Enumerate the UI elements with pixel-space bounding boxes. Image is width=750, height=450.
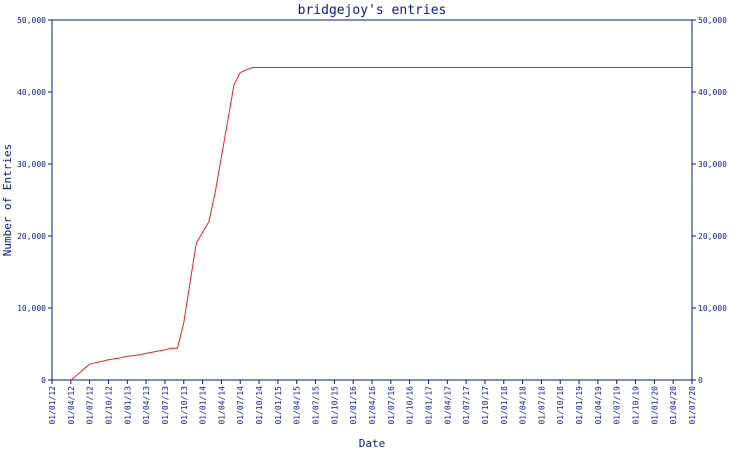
y-tick-label-right: 40,000	[698, 88, 727, 97]
x-tick-label: 01/01/19	[575, 386, 584, 425]
x-tick-label: 01/10/17	[481, 386, 490, 425]
x-tick-label: 01/07/13	[161, 386, 170, 425]
x-tick-label: 01/01/15	[274, 386, 283, 425]
y-tick-label-left: 0	[41, 376, 46, 385]
chart-title: bridgejoy's entries	[298, 3, 447, 18]
x-tick-label: 01/01/13	[123, 386, 132, 425]
x-tick-label: 01/07/17	[462, 386, 471, 425]
y-tick-label-left: 40,000	[17, 88, 46, 97]
x-tick-label: 01/04/20	[669, 386, 678, 425]
y-tick-label-right: 30,000	[698, 160, 727, 169]
x-tick-label: 01/04/12	[67, 386, 76, 425]
series-line	[70, 67, 692, 381]
left-y-ticks: 0 10,000 20,000 30,000 40,000 50,000	[17, 16, 52, 385]
y-axis-label: Number of Entries	[1, 144, 14, 257]
x-tick-label: 01/04/13	[142, 386, 151, 425]
x-tick-label: 01/01/17	[424, 386, 433, 425]
x-tick-label: 01/07/15	[312, 386, 321, 425]
x-tick-label: 01/04/16	[368, 386, 377, 425]
x-tick-label: 01/07/16	[387, 386, 396, 425]
x-ticks: 01/01/12 01/04/12 01/07/12 01/10/12 01/01/13…	[48, 380, 697, 425]
y-tick-label-left: 30,000	[17, 160, 46, 169]
x-tick-label: 01/01/14	[199, 386, 208, 425]
y-tick-label-right: 0	[698, 376, 703, 385]
y-tick-label-right: 20,000	[698, 232, 727, 241]
x-tick-label: 01/07/14	[236, 386, 245, 425]
x-tick-label: 01/07/12	[86, 386, 95, 425]
x-tick-label: 01/07/18	[537, 386, 546, 425]
x-tick-label: 01/04/14	[217, 386, 226, 425]
x-tick-label: 01/10/18	[556, 386, 565, 425]
series-layer	[70, 67, 692, 381]
x-tick-label: 01/01/16	[349, 386, 358, 425]
x-axis-label: Date	[359, 437, 386, 450]
x-tick-label: 01/01/20	[650, 386, 659, 425]
x-tick-label: 01/01/18	[500, 386, 509, 425]
x-tick-label: 01/10/14	[255, 386, 264, 425]
x-tick-label: 01/01/12	[48, 386, 57, 425]
y-tick-label-left: 10,000	[17, 304, 46, 313]
y-tick-label-left: 50,000	[17, 16, 46, 25]
y-tick-label-left: 20,000	[17, 232, 46, 241]
x-tick-label: 01/10/13	[180, 386, 189, 425]
x-tick-label: 01/10/12	[104, 386, 113, 425]
x-tick-label: 01/10/16	[406, 386, 415, 425]
x-tick-label: 01/04/15	[293, 386, 302, 425]
right-y-ticks: 0 10,000 20,000 30,000 40,000 50,000	[692, 16, 727, 385]
plot-frame	[51, 19, 693, 381]
y-tick-label-right: 50,000	[698, 16, 727, 25]
y-tick-label-right: 10,000	[698, 304, 727, 313]
x-tick-label: 01/10/15	[330, 386, 339, 425]
x-tick-label: 01/07/19	[613, 386, 622, 425]
x-tick-label: 01/10/19	[632, 386, 641, 425]
x-tick-label: 01/04/18	[519, 386, 528, 425]
x-tick-label: 01/04/19	[594, 386, 603, 425]
x-tick-label: 01/04/17	[443, 386, 452, 425]
x-tick-label: 01/07/20	[688, 386, 697, 425]
